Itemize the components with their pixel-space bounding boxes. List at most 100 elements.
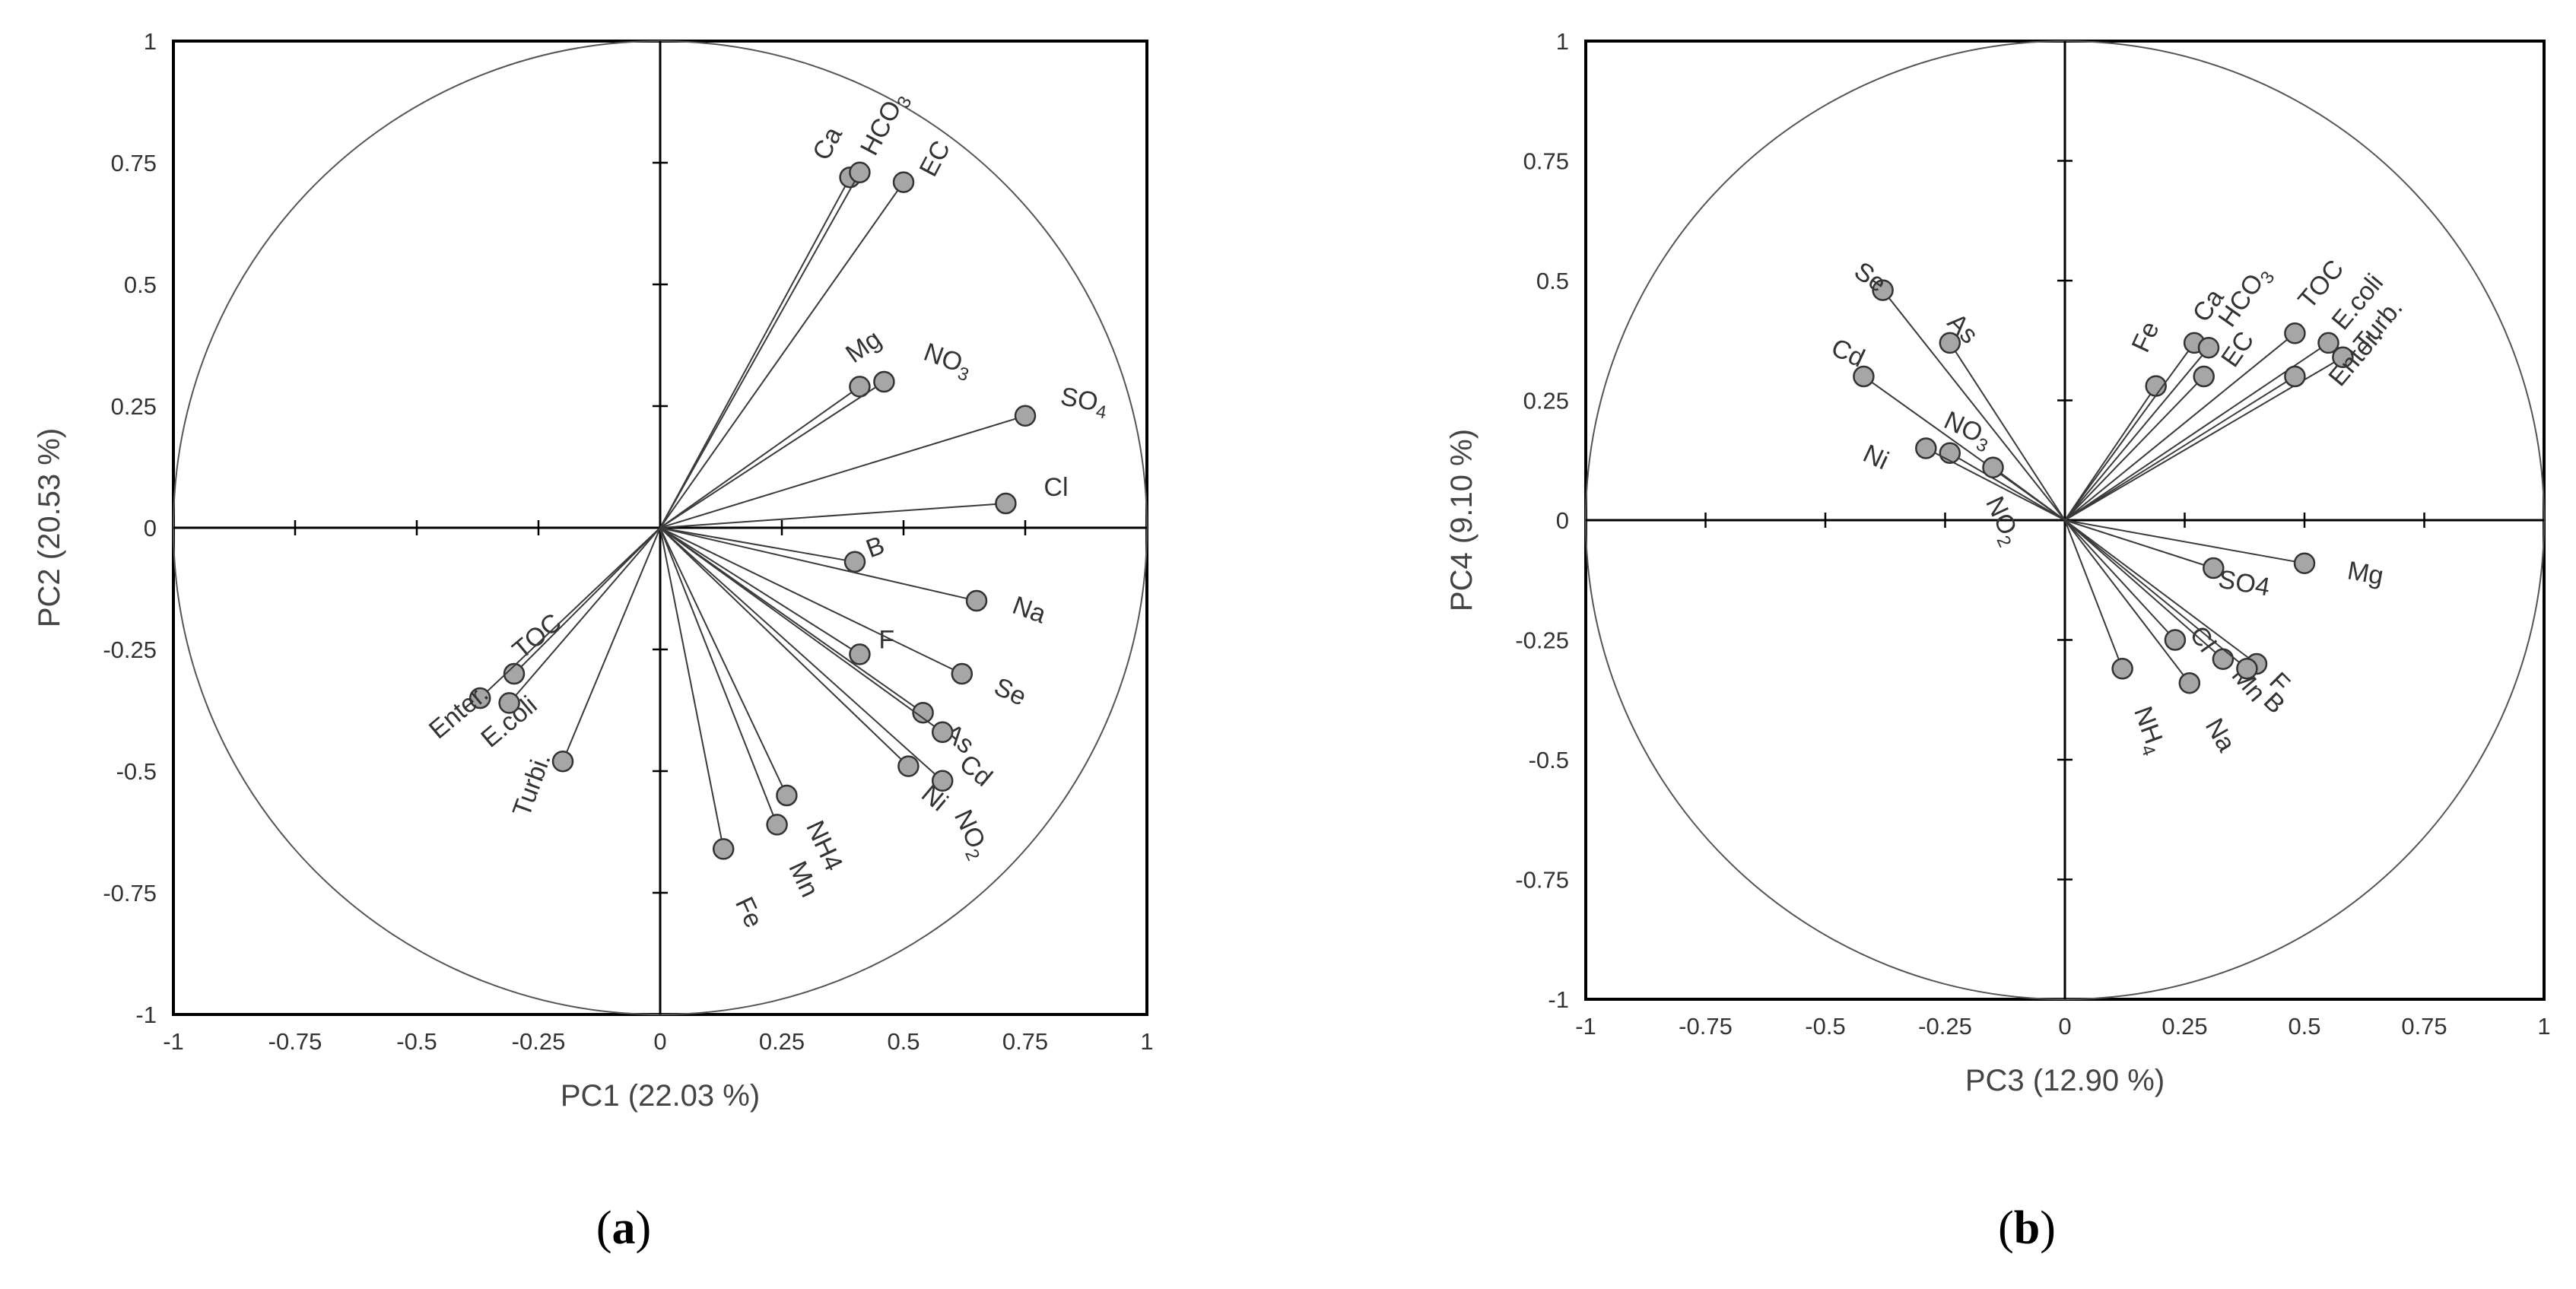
y-tick-label: 0.25 xyxy=(111,393,157,420)
loading-vector xyxy=(2064,342,2195,521)
loading-point xyxy=(2164,629,2187,651)
loading-ec: EC xyxy=(659,136,957,529)
loading-nh4: NH4 xyxy=(659,527,848,875)
y-axis-title: PC4 (9.10 %) xyxy=(1445,429,1479,611)
variable-label: Ca xyxy=(807,122,848,165)
variable-label: SO4 xyxy=(2216,564,2273,602)
y-tick-label: 0 xyxy=(144,515,157,541)
loading-point xyxy=(995,492,1017,515)
loading-vector xyxy=(1949,342,2066,521)
loading-point xyxy=(1872,279,1894,301)
loading-point xyxy=(2193,365,2215,388)
loading-point xyxy=(897,755,920,777)
loading-vector xyxy=(659,527,856,563)
y-tick-label: -0.5 xyxy=(1529,747,1569,773)
loading-vector xyxy=(2064,376,2205,521)
loading-point xyxy=(469,687,491,710)
loading-vector xyxy=(2064,519,2257,665)
loading-mn: Mn xyxy=(659,527,824,902)
x-tick-label: -0.25 xyxy=(1918,1013,1972,1040)
loading-point xyxy=(892,171,915,193)
variable-label: EC xyxy=(914,136,957,182)
y-tick-label: 0.5 xyxy=(1536,268,1569,294)
x-tick-label: 0.75 xyxy=(1002,1028,1048,1055)
loading-vector xyxy=(659,527,943,782)
loading-point xyxy=(843,551,866,573)
loading-no3: NO3 xyxy=(659,338,977,529)
x-tick-label: 0.75 xyxy=(2401,1013,2447,1040)
loading-e-coli: E.coli xyxy=(475,527,661,754)
loading-mg: Mg xyxy=(659,325,887,529)
loading-vector xyxy=(659,414,1026,529)
loading-point xyxy=(2203,557,2225,579)
loading-point xyxy=(1014,405,1037,427)
y-tick-label: 0.5 xyxy=(124,271,157,298)
loading-vector xyxy=(562,527,661,762)
variable-label: HCO3 xyxy=(855,87,916,162)
loading-point xyxy=(1982,456,2004,478)
x-tick-label: 0.25 xyxy=(759,1028,805,1055)
loading-point xyxy=(503,662,526,685)
loading-vector xyxy=(659,527,943,733)
loading-fe: Fe xyxy=(659,527,768,932)
loading-vector xyxy=(2064,519,2176,641)
y-tick-label: 0.75 xyxy=(111,150,157,176)
loading-vector xyxy=(659,527,725,849)
y-tick-label: -0.75 xyxy=(1515,867,1569,894)
y-tick-label: 0.75 xyxy=(1523,148,1569,175)
y-tick-label: 0.25 xyxy=(1523,388,1569,414)
loading-mn: Mn xyxy=(2064,519,2271,707)
loading-point xyxy=(2197,336,2220,359)
loading-vector xyxy=(659,527,788,796)
loading-vector xyxy=(659,527,977,602)
loading-vector xyxy=(2064,519,2123,669)
loading-point xyxy=(2293,552,2316,574)
loading-point xyxy=(849,376,871,398)
loading-se: Se xyxy=(659,527,1031,712)
x-axis-title: PC1 (22.03 %) xyxy=(561,1079,760,1113)
variable-label: Se xyxy=(989,672,1031,712)
loading-point xyxy=(2332,346,2354,369)
loading-vector xyxy=(2064,332,2296,521)
loading-f: F xyxy=(659,527,894,665)
variable-label: F xyxy=(878,625,894,654)
y-axis-title: PC2 (20.53 %) xyxy=(33,428,66,627)
variable-label: Fe xyxy=(2127,317,2165,357)
loading-cl: Cl xyxy=(659,473,1069,529)
variable-label: NO3 xyxy=(919,338,977,386)
loading-point xyxy=(2317,332,2339,354)
loading-point xyxy=(849,643,871,665)
loading-mg: Mg xyxy=(2064,519,2386,591)
loading-vector xyxy=(2064,386,2157,521)
loading-vector xyxy=(659,182,904,529)
loading-vector xyxy=(1992,466,2066,521)
x-tick-label: 1 xyxy=(2537,1013,2550,1040)
x-tick-label: -0.75 xyxy=(268,1028,322,1055)
loading-vector xyxy=(479,527,661,699)
variable-label: TOC xyxy=(507,608,567,665)
loading-point xyxy=(2111,658,2133,680)
variable-label: Ni xyxy=(1859,439,1893,475)
loading-vector xyxy=(659,503,1006,529)
x-tick-label: -0.5 xyxy=(1805,1013,1845,1040)
variable-label: B xyxy=(862,531,888,564)
loading-point xyxy=(2236,658,2258,680)
loading-vector xyxy=(659,386,860,529)
loading-point xyxy=(873,370,895,393)
loading-point xyxy=(2212,648,2235,670)
loading-ni: Ni xyxy=(659,527,953,817)
loading-point xyxy=(2178,671,2201,694)
loading-vector xyxy=(508,527,661,704)
loading-point xyxy=(498,692,520,714)
x-tick-label: -1 xyxy=(1575,1013,1596,1040)
loading-ca: Ca xyxy=(659,122,861,529)
loading-vector xyxy=(1882,289,2066,521)
variable-label: EC xyxy=(2215,326,2260,372)
loading-point xyxy=(766,814,788,836)
variable-label: Na xyxy=(1008,591,1050,630)
x-tick-label: -0.5 xyxy=(396,1028,437,1055)
y-tick-label: -1 xyxy=(135,1002,157,1028)
x-tick-label: -0.25 xyxy=(512,1028,566,1055)
loading-point xyxy=(931,721,954,744)
loading-no2: NO2 xyxy=(659,527,996,864)
